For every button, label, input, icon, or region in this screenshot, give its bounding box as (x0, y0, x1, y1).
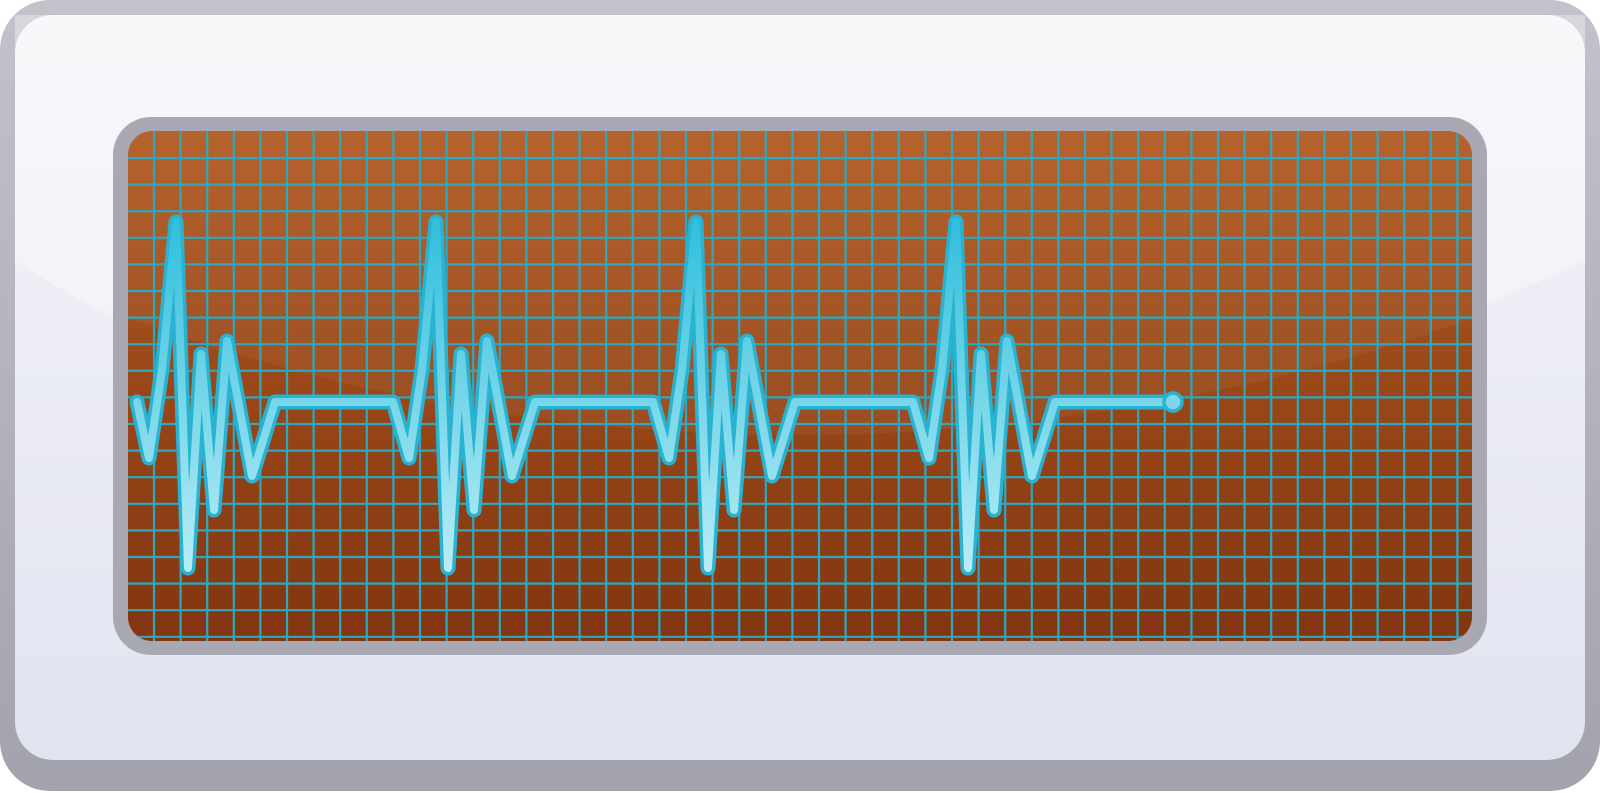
monitor-screen (128, 131, 1472, 641)
waveform-end-dot (1162, 391, 1184, 413)
waveform-line (133, 218, 1177, 572)
heartbeat-waveform (129, 214, 1184, 576)
